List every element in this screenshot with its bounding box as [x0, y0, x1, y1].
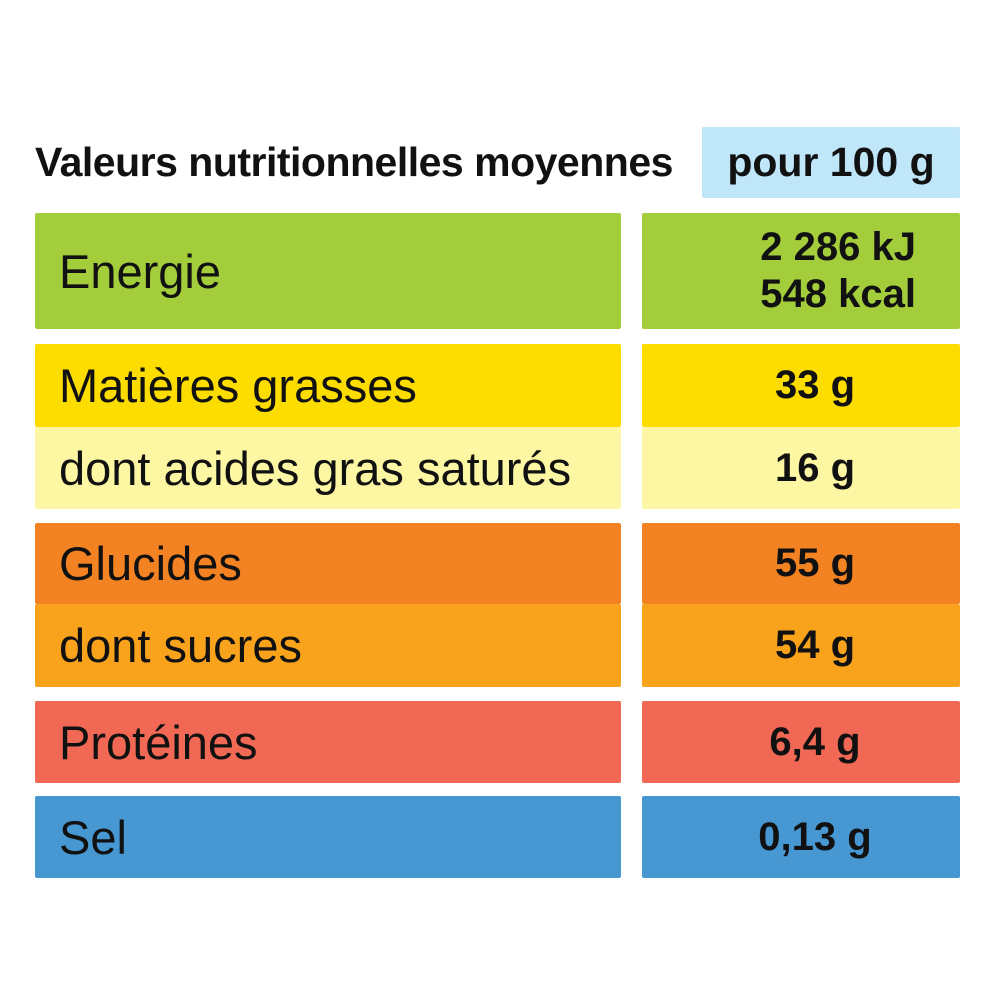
- row-label-fat: Matières grasses: [35, 344, 621, 427]
- energy-kj-value: 2 286 kJ: [760, 225, 916, 270]
- row-label-sugars: dont sucres: [35, 604, 621, 687]
- row-value-carbohydrates: 55 g: [642, 523, 960, 604]
- row-value-sugars: 54 g: [642, 604, 960, 687]
- row-label-energy: Energie: [35, 213, 621, 329]
- row-value-saturated-fat: 16 g: [642, 427, 960, 509]
- unit-header: pour 100 g: [702, 127, 960, 198]
- row-value-fat: 33 g: [642, 344, 960, 427]
- row-value-salt: 0,13 g: [642, 796, 960, 878]
- energy-kcal-value: 548 kcal: [760, 272, 916, 316]
- row-label-protein: Protéines: [35, 701, 621, 783]
- row-label-salt: Sel: [35, 796, 621, 878]
- row-value-energy: 2 286 kJ 548 kcal: [642, 213, 960, 329]
- row-label-carbohydrates: Glucides: [35, 523, 621, 604]
- row-value-protein: 6,4 g: [642, 701, 960, 783]
- table-title: Valeurs nutritionnelles moyennes: [35, 138, 673, 185]
- row-label-saturated-fat: dont acides gras saturés: [35, 427, 621, 509]
